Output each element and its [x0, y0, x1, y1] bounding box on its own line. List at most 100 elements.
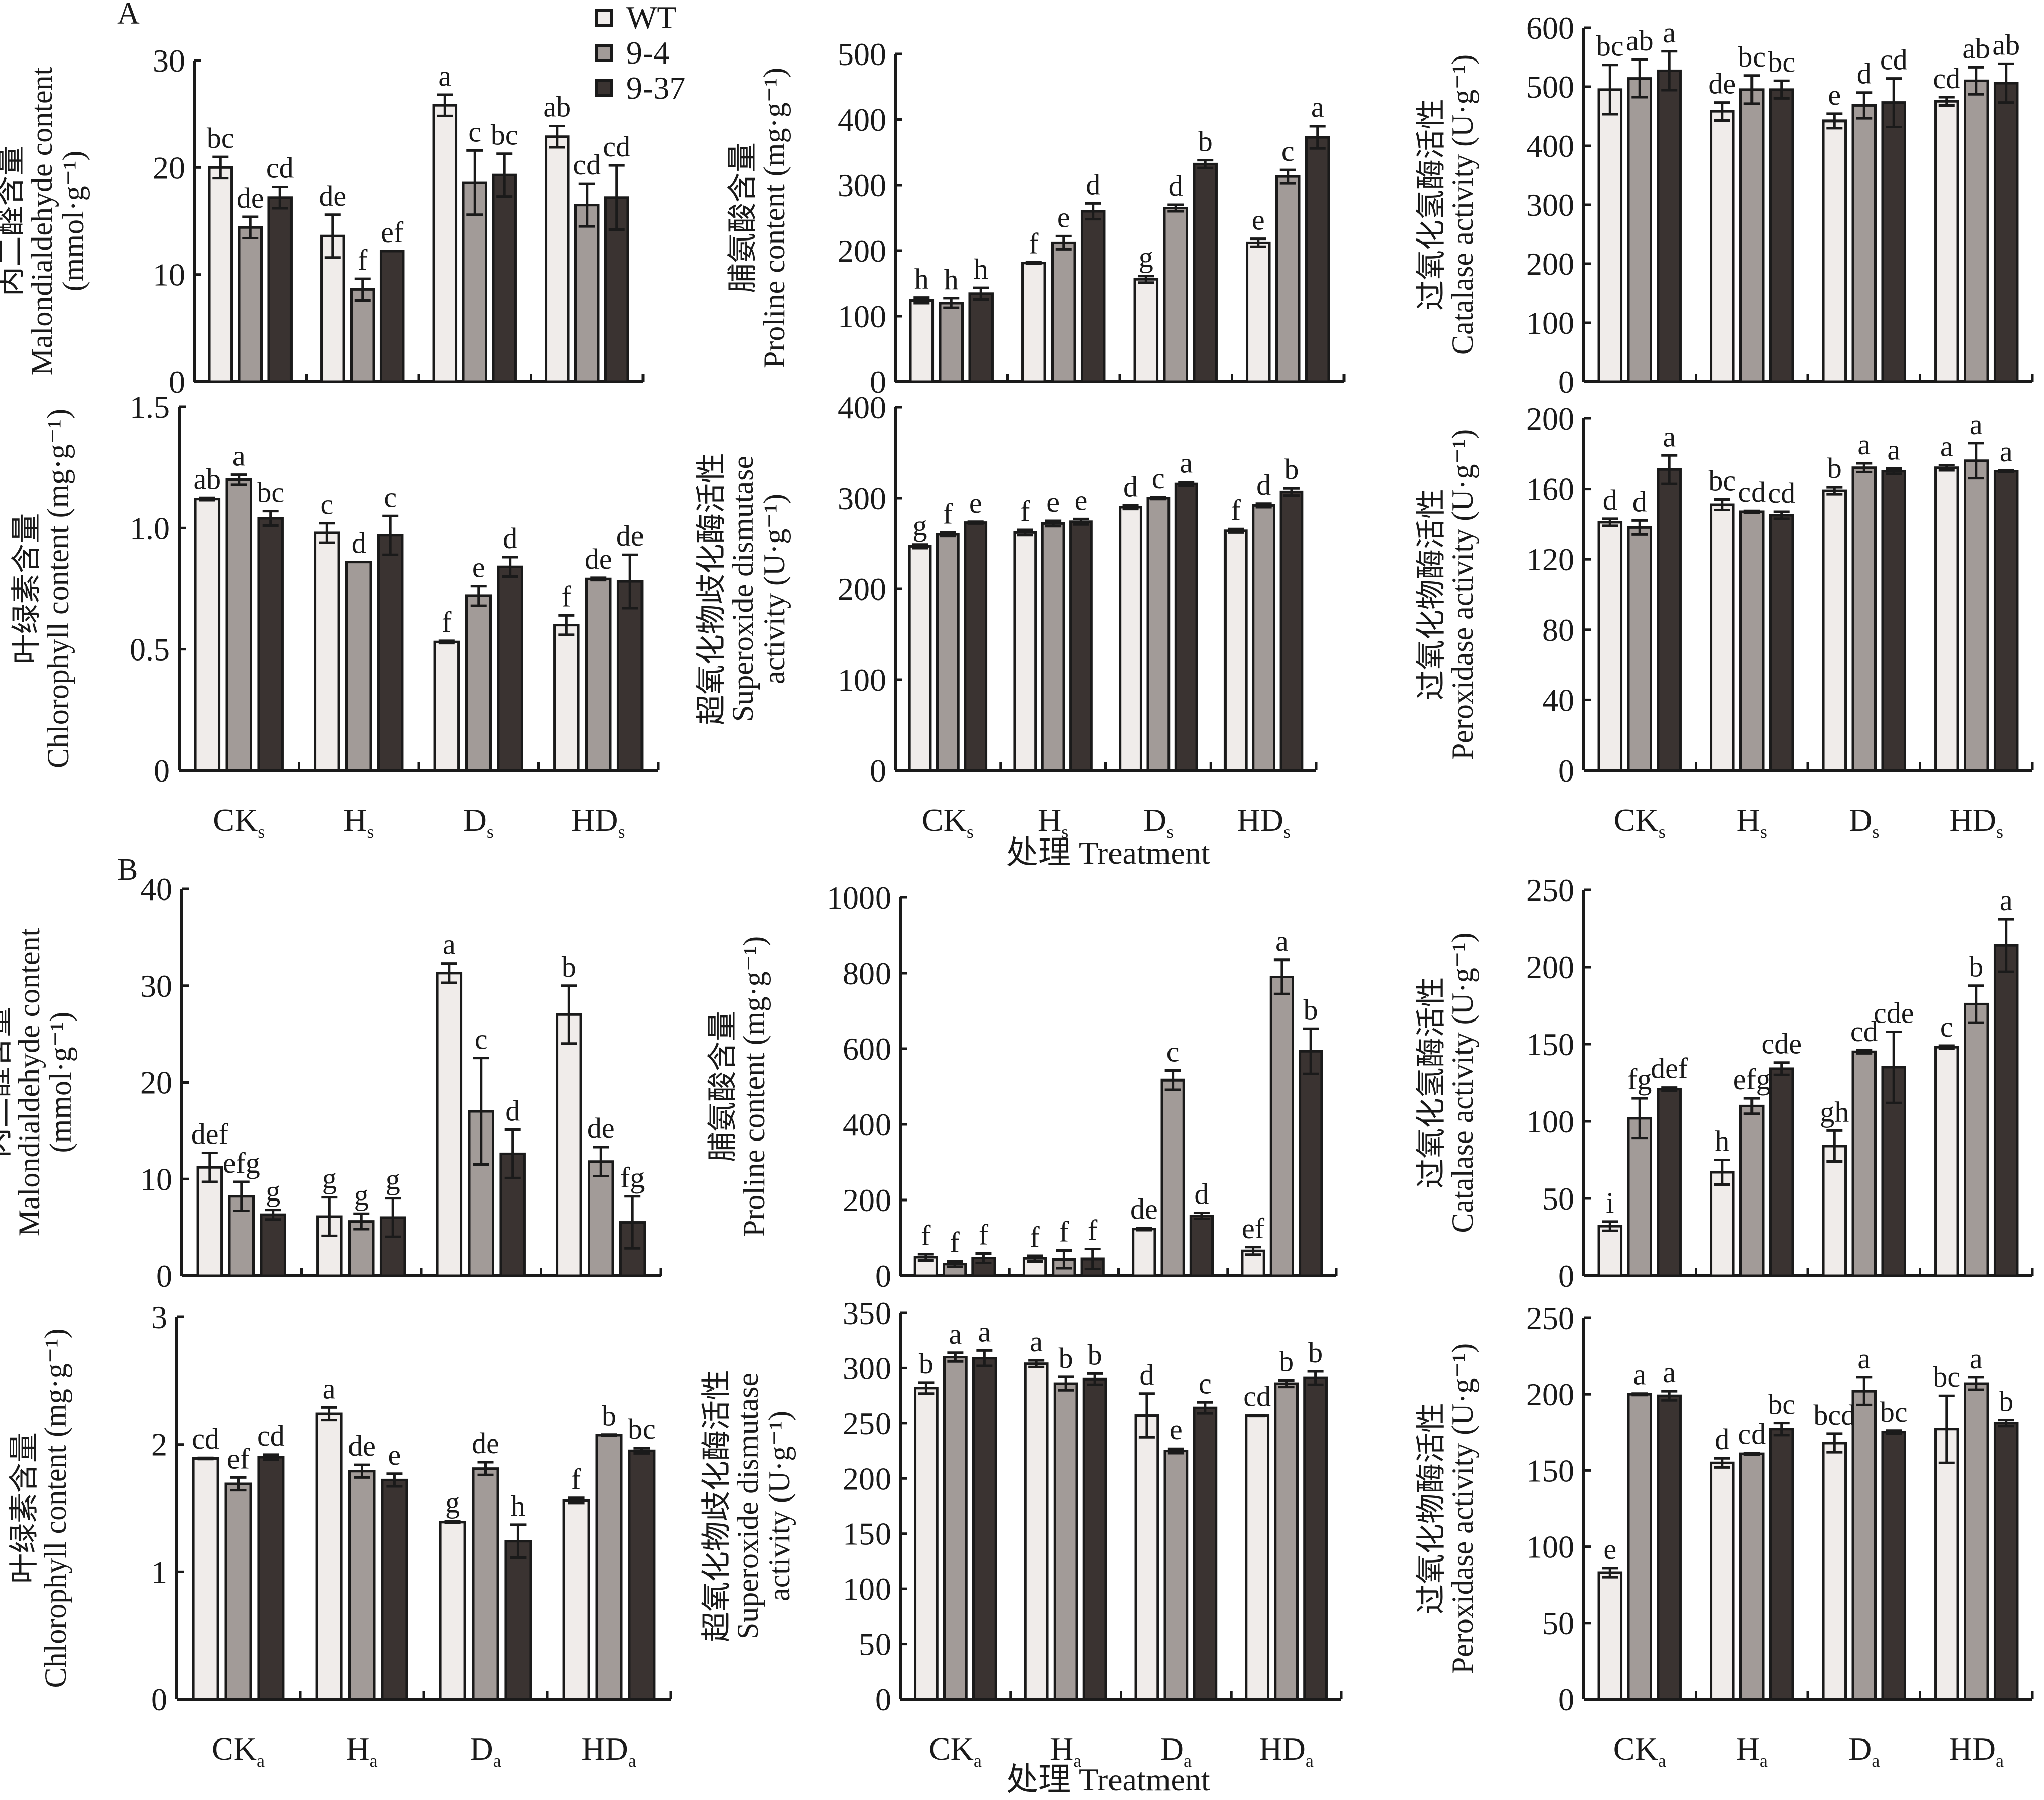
bar-9-37-CKa — [1657, 1088, 1682, 1277]
bar-9-37-Hs — [1069, 520, 1093, 772]
significance-letter: de — [472, 1427, 499, 1460]
bar-WT-Hs — [1013, 531, 1037, 772]
legend-item-wt: WT — [595, 0, 685, 35]
bar-9-4-HDs — [1964, 79, 1989, 383]
bar-9-37-Da — [504, 1540, 532, 1701]
bar-WT-Ha — [1710, 1461, 1735, 1701]
y-tick-label: 1000 — [827, 880, 891, 916]
legend-swatch-9-37 — [595, 79, 613, 97]
significance-letter: cd — [1768, 476, 1795, 509]
significance-letter: a — [323, 1372, 336, 1405]
significance-letter: cde — [1874, 997, 1914, 1030]
x-tick-label: Ha — [1050, 1731, 1081, 1771]
legend-label-9-4: 9-4 — [626, 35, 670, 71]
significance-letter: ef — [227, 1442, 250, 1475]
y-tick-label: 0 — [1558, 1258, 1574, 1294]
x-axis-title-a: 处理 Treatment — [1006, 835, 1210, 871]
y-tick-label: 120 — [1526, 542, 1574, 577]
bar-9-4-Hs — [1041, 522, 1065, 772]
y-axis-title-line: 脯氨酸含量 — [706, 1011, 739, 1162]
significance-letter: e — [1046, 486, 1060, 518]
y-axis-title-line: Chlorophyll content (mg·g⁻¹) — [39, 1329, 72, 1688]
y-tick-label: 0 — [156, 1258, 172, 1294]
significance-letter: f — [1231, 494, 1241, 526]
significance-letter: gh — [1820, 1095, 1849, 1128]
significance-letter: cd — [266, 152, 294, 185]
y-axis-title-line: Catalase activity (U·g⁻¹) — [1446, 932, 1479, 1233]
bar-9-37-CKs — [968, 292, 994, 383]
bar-WT-CKs — [1597, 521, 1623, 772]
y-tick-label: 100 — [843, 1571, 891, 1607]
bar-9-4-HDa — [595, 1434, 623, 1701]
bar-9-37-CKa — [1657, 1394, 1682, 1701]
significance-letter: c — [1166, 1036, 1180, 1068]
significance-letter: b — [1198, 125, 1213, 158]
y-tick-label: 0 — [875, 1258, 891, 1294]
significance-letter: c — [1940, 1010, 1953, 1043]
x-tick-label: HDa — [581, 1731, 636, 1771]
bar-WT-CKa — [196, 1166, 223, 1277]
legend-label-wt: WT — [626, 0, 677, 35]
y-tick-label: 30 — [153, 43, 185, 79]
significance-letter: e — [472, 551, 485, 584]
bar-9-37-CKa — [257, 1456, 285, 1701]
bar-WT-Ha — [315, 1412, 343, 1701]
y-axis-title-line: 过氧化物酶活性 — [1415, 489, 1448, 700]
legend-item-9-37: 9-37 — [595, 70, 685, 106]
bar-WT-CKs — [208, 166, 233, 383]
bar-WT-HDa — [1934, 1046, 1959, 1277]
significance-letter: de — [348, 1429, 376, 1462]
bar-WT-Da — [436, 972, 463, 1277]
significance-letter: b — [1969, 950, 1983, 983]
y-axis-title-line: Chlorophyll content (mg·g⁻¹) — [41, 409, 75, 768]
bar-9-37-CKs — [964, 521, 988, 772]
bar-9-4-Ha — [348, 1470, 376, 1701]
bar-9-4-HDs — [1252, 504, 1275, 772]
y-axis-title-line: activity (U·g⁻¹) — [763, 1411, 796, 1601]
bar-WT-Ha — [1024, 1362, 1049, 1701]
bar-WT-HDs — [1223, 529, 1248, 772]
y-tick-label: 150 — [1526, 1027, 1574, 1062]
significance-letter: e — [969, 487, 982, 519]
significance-letter: cd — [1738, 475, 1766, 508]
significance-letter: bc — [628, 1413, 656, 1446]
y-tick-label: 0 — [154, 753, 170, 789]
bar-WT-Ds — [433, 640, 460, 772]
significance-letter: d — [1086, 168, 1100, 201]
significance-letter: c — [320, 488, 333, 521]
y-axis-title-line: Peroxidase activity (U·g⁻¹) — [1446, 429, 1479, 760]
y-tick-label: 100 — [1526, 305, 1574, 341]
bar-9-4-Ds — [1163, 207, 1188, 383]
bar-WT-CKs — [1597, 88, 1623, 383]
bar-9-4-HDa — [1274, 1382, 1299, 1701]
bar-WT-CKs — [908, 545, 932, 772]
bar-9-4-HDs — [1964, 459, 1989, 772]
bar-9-4-HDs — [574, 204, 600, 383]
y-tick-label: 500 — [1526, 69, 1574, 105]
bar-WT-HDa — [1934, 1428, 1959, 1701]
significance-letter: bc — [207, 122, 235, 154]
y-tick-label: 150 — [843, 1516, 891, 1552]
significance-letter: ab — [1992, 28, 2020, 61]
y-axis-title-line: 超氧化物歧化酶活性 — [695, 453, 728, 725]
bar-WT-Da — [1132, 1228, 1156, 1277]
x-tick-label: Hs — [1737, 802, 1767, 842]
x-tick-label: Ha — [1736, 1731, 1768, 1771]
significance-letter: h — [974, 253, 988, 285]
significance-letter: b — [1827, 452, 1842, 485]
x-tick-label: Da — [1160, 1731, 1192, 1771]
significance-letter: c — [1281, 135, 1295, 167]
significance-letter: bc — [1933, 1360, 1960, 1393]
y-tick-label: 400 — [1526, 128, 1574, 164]
y-axis-title-line: Malondialdehyde content — [13, 928, 46, 1236]
significance-letter: bc — [1708, 464, 1736, 497]
significance-letter: b — [1999, 1385, 2013, 1418]
x-axis-title-b: 处理 Treatment — [1006, 1762, 1210, 1797]
y-tick-label: 0 — [1558, 364, 1574, 400]
x-tick-label: Hs — [343, 802, 374, 842]
significance-letter: g — [913, 509, 927, 542]
